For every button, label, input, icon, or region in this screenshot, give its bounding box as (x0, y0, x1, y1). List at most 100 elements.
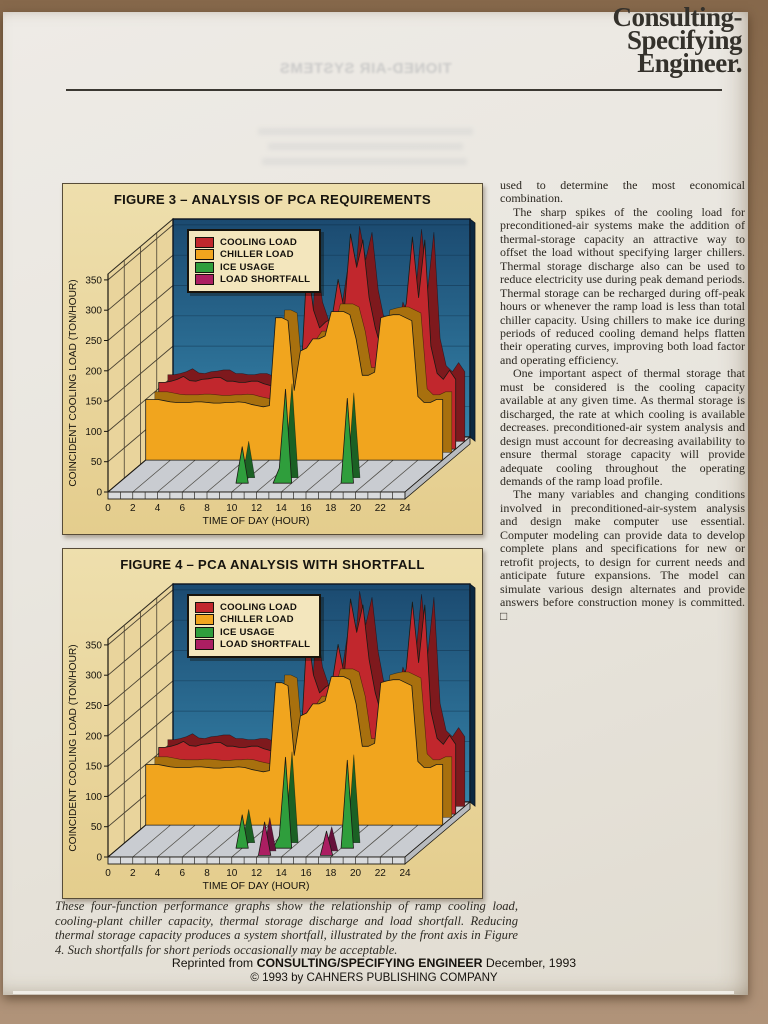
x-tick-label: 12 (251, 503, 263, 514)
publication-logo: Consulting- Specifying Engineer. (612, 2, 743, 78)
ribbon-chiller-load (145, 676, 444, 826)
y-tick-label: 300 (85, 671, 102, 682)
x-tick-label: 12 (251, 868, 263, 879)
x-tick-label: 18 (325, 503, 337, 514)
x-tick-label: 6 (179, 503, 185, 514)
legend-swatch (195, 614, 214, 625)
figure-3-title-prefix: FIGURE 3 – (113, 192, 192, 207)
legend-swatch (195, 601, 214, 613)
legend-item-cooling-load: COOLING LOAD (195, 236, 310, 248)
show-through-line (268, 143, 463, 150)
legend-label: LOAD SHORTFALL (220, 274, 311, 285)
wall-right-edge (469, 583, 476, 807)
figure-4-legend: COOLING LOAD CHILLER LOAD ICE USAGE LOAD SH… (187, 594, 322, 658)
legend-label: CHILLER LOAD (220, 614, 294, 625)
y-tick-label: 200 (85, 366, 102, 377)
ribbon-ice-usage (235, 814, 249, 849)
x-tick-label: 16 (300, 503, 312, 514)
x-tick-label: 18 (325, 868, 337, 879)
legend-label: CHILLER LOAD (220, 249, 294, 260)
y-tick-label: 350 (85, 640, 102, 651)
x-tick-label: 10 (226, 503, 238, 514)
x-tick-label: 8 (204, 503, 210, 514)
y-tick-label: 100 (85, 427, 102, 438)
legend-swatch (195, 274, 214, 285)
legend-swatch (195, 639, 214, 650)
article-paragraph: used to determine the most economical co… (500, 178, 745, 206)
article-paragraph: The many variables and changing conditio… (500, 487, 745, 623)
legend-swatch (195, 249, 214, 260)
figure-3-legend: COOLING LOAD CHILLER LOAD ICE USAGE LOAD SH… (187, 229, 322, 293)
x-tick-label: 2 (130, 868, 136, 879)
legend-label: ICE USAGE (220, 626, 275, 638)
legend-item-cooling-load: COOLING LOAD (195, 601, 310, 613)
x-tick-label: 10 (226, 868, 238, 879)
paper-edge (13, 991, 734, 994)
figure-4-panel: FIGURE 4 – PCA ANALYSIS WITH SHORTFALL 0… (62, 548, 483, 899)
x-tick-label: 20 (350, 868, 362, 879)
y-tick-label: 150 (85, 762, 102, 773)
y-tick-label: 100 (85, 792, 102, 803)
show-through-line (258, 128, 473, 135)
x-axis-title: TIME OF DAY (HOUR) (203, 880, 310, 892)
y-tick-label: 250 (85, 336, 102, 347)
ribbon-ice-usage (340, 759, 354, 849)
y-axis-title: COINCIDENT COOLING LOAD (TON/HOUR) (68, 644, 79, 851)
legend-item-ice-usage: ICE USAGE (195, 261, 310, 273)
x-tick-label: 14 (276, 503, 288, 514)
x-tick-label: 24 (399, 868, 411, 879)
ribbon-load-shortfall (319, 830, 334, 856)
legend-label: LOAD SHORTFALL (220, 639, 311, 650)
ribbon-chiller-load (145, 311, 444, 461)
logo-line-3: Engineer. (637, 48, 742, 78)
article-column: used to determine the most economical co… (500, 178, 745, 623)
x-tick-label: 24 (399, 503, 411, 514)
legend-swatch (195, 261, 214, 273)
figure-3-title: FIGURE 3 – ANALYSIS OF PCA REQUIREMENTS (63, 192, 482, 207)
legend-item-load-shortfall: LOAD SHORTFALL (195, 274, 310, 285)
legend-swatch (195, 626, 214, 638)
x-tick-label: 8 (204, 868, 210, 879)
logo-line-2: Specifying (626, 25, 743, 55)
y-tick-label: 0 (96, 488, 102, 499)
legend-swatch (195, 236, 214, 248)
header-rule (66, 89, 722, 91)
legend-label: COOLING LOAD (220, 236, 298, 248)
x-tick-label: 4 (155, 868, 161, 879)
logo-line-1: Consulting- (612, 2, 742, 32)
article-paragraph: The sharp spikes of the cooling load for… (500, 204, 745, 367)
x-tick-label: 14 (276, 868, 288, 879)
y-tick-label: 150 (85, 397, 102, 408)
ribbon-ice-usage (272, 756, 293, 849)
figure-3-title-text: ANALYSIS OF PCA REQUIREMENTS (191, 192, 432, 207)
x-tick-label: 0 (105, 868, 111, 879)
x-tick-label: 2 (130, 503, 136, 514)
figure-4-title: FIGURE 4 – PCA ANALYSIS WITH SHORTFALL (63, 557, 482, 572)
y-tick-label: 50 (91, 822, 103, 833)
y-tick-label: 350 (85, 275, 102, 286)
legend-label: ICE USAGE (220, 261, 275, 273)
ribbon-load-shortfall (257, 821, 272, 856)
legend-item-chiller-load: CHILLER LOAD (195, 249, 310, 260)
ribbon-ice-usage (340, 397, 354, 484)
reprint-suffix: December, 1993 (482, 956, 577, 970)
reprint-footer: Reprinted from CONSULTING/SPECIFYING ENG… (84, 956, 664, 984)
legend-label: COOLING LOAD (220, 601, 298, 613)
article-paragraph: One important aspect of thermal storage … (500, 366, 745, 488)
y-tick-label: 200 (85, 731, 102, 742)
legend-item-ice-usage: ICE USAGE (195, 626, 310, 638)
reprint-line: Reprinted from CONSULTING/SPECIFYING ENG… (84, 956, 664, 970)
x-tick-label: 4 (155, 503, 161, 514)
show-through-text: TIONED-AIR SYSTEMS (279, 60, 452, 77)
ribbon-ice-usage (235, 446, 249, 484)
x-tick-label: 22 (375, 503, 387, 514)
show-through-line (262, 158, 467, 165)
wall-right-edge (469, 218, 476, 442)
ribbon-ice-usage (272, 388, 293, 484)
figure-caption: These four-function performance graphs s… (55, 899, 518, 957)
x-tick-label: 6 (179, 868, 185, 879)
y-axis-title: COINCIDENT COOLING LOAD (TON/HOUR) (68, 279, 79, 486)
x-tick-label: 22 (375, 868, 387, 879)
y-tick-label: 300 (85, 306, 102, 317)
